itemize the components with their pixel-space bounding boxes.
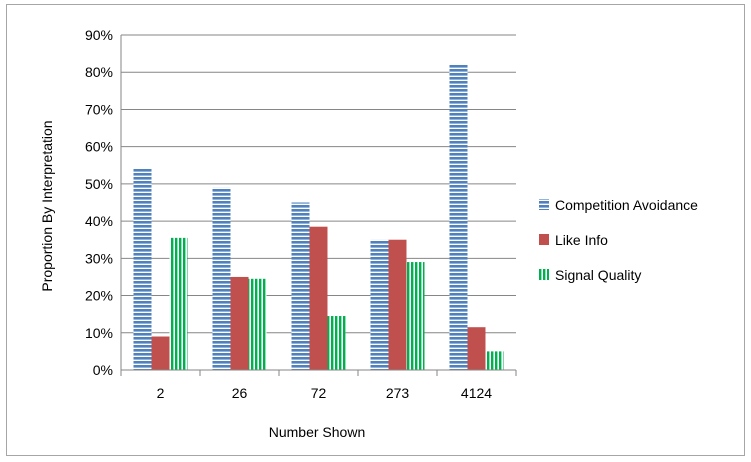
bar-competition-avoidance (133, 169, 152, 370)
x-tick-label: 273 (386, 385, 410, 401)
y-tick-label: 60% (85, 139, 113, 155)
bar-signal-quality (169, 237, 188, 370)
legend-label: Like Info (555, 232, 608, 248)
y-tick-label: 0% (93, 362, 113, 378)
x-axis-tick-labels: 2 26 72 273 4124 (157, 385, 493, 401)
x-tick-label: 72 (311, 385, 327, 401)
bar-chart: 0% 10% 20% 30% 40% 50% 60% 70% 80% 90% 2 26 72 273 41… (39, 27, 698, 440)
x-tick-label: 2 (157, 385, 165, 401)
legend-label: Competition Avoidance (555, 197, 698, 213)
bar-signal-quality (406, 262, 425, 370)
x-tick-label: 26 (232, 385, 248, 401)
y-tick-label: 10% (85, 325, 113, 341)
bar-competition-avoidance (291, 202, 310, 370)
axes (120, 35, 517, 376)
x-axis-title: Number Shown (269, 424, 366, 440)
x-tick-label: 4124 (461, 385, 492, 401)
legend-swatch (539, 269, 549, 280)
chart-frame: 0% 10% 20% 30% 40% 50% 60% 70% 80% 90% 2 26 72 273 41… (6, 4, 745, 456)
bar-competition-avoidance (212, 187, 231, 370)
y-tick-label: 20% (85, 288, 113, 304)
bar-like-info (151, 336, 170, 370)
y-tick-label: 40% (85, 213, 113, 229)
bar-signal-quality (485, 351, 504, 370)
bars (133, 64, 504, 371)
bar-signal-quality (327, 316, 346, 370)
y-tick-label: 50% (85, 176, 113, 192)
bar-like-info (230, 276, 249, 370)
bar-like-info (309, 226, 328, 370)
y-tick-label: 80% (85, 64, 113, 80)
legend: Competition Avoidance Like Info Signal Qua… (539, 197, 698, 283)
y-axis-title: Proportion By Interpretation (39, 120, 55, 291)
legend-swatch (539, 199, 549, 210)
bar-competition-avoidance (449, 64, 468, 371)
bar-like-info (388, 239, 407, 370)
legend-swatch (539, 234, 549, 245)
y-tick-label: 90% (85, 27, 113, 43)
y-tick-label: 30% (85, 250, 113, 266)
bar-signal-quality (248, 278, 267, 370)
legend-label: Signal Quality (555, 267, 641, 283)
y-tick-label: 70% (85, 101, 113, 117)
bar-competition-avoidance (370, 239, 389, 370)
bar-like-info (467, 327, 486, 370)
y-axis-tick-labels: 0% 10% 20% 30% 40% 50% 60% 70% 80% 90% (85, 27, 113, 378)
